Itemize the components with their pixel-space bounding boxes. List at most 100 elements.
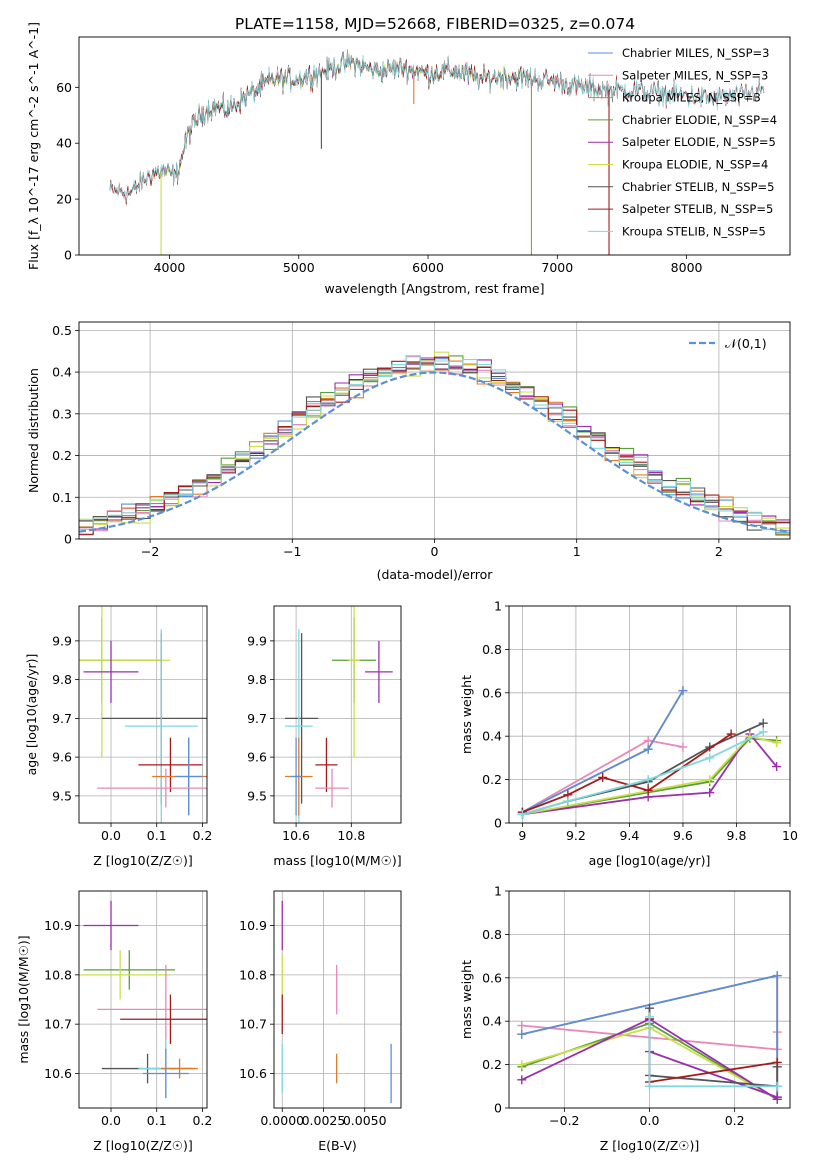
series-line [649,1050,778,1099]
x-tick-label: 4000 [154,260,186,275]
x-axis-label: Z [log10(Z/Z☉)] [93,1138,193,1153]
y-tick-label: 0 [64,532,72,547]
y-tick-label: 0.3 [52,406,72,421]
y-tick-label: 1 [494,884,502,899]
x-tick-label: 0.1 [147,1113,167,1128]
x-axis-label: (data-model)/error [377,567,494,582]
x-tick-label: −2 [141,544,159,559]
mass-weight-vs-age-panel: 9 9.2 9.4 9.6 9.8 10 0 0.2 0.4 0.6 0.8 1 age [log10(… [459,599,798,869]
x-tick-label: 10 [782,828,798,843]
y-axis-label: Normed distribution [26,368,41,493]
spectrum-line-kroupa_stelib [109,52,765,203]
y-tick-label: 10.8 [44,967,72,982]
x-tick-label: 10.8 [337,828,365,843]
x-axis-label: age [log10(age/yr)] [589,853,711,868]
axes-frame [78,890,208,1109]
histogram-step-kroupa_stelib [79,355,790,533]
x-tick-label: 10.6 [282,828,310,843]
x-axis-label: E(B-V) [318,1138,357,1153]
y-tick-label: 10.9 [239,918,267,933]
legend-label: Chabrier STELIB, N_SSP=5 [622,180,774,194]
x-axis-label: Z [log10(Z/Z☉)] [93,853,193,868]
x-tick-label: 7000 [541,260,573,275]
y-tick-label: 1 [494,599,502,614]
histogram-step-salpeter_stelib [79,356,790,535]
legend-label: Salpeter MILES, N_SSP=3 [622,68,768,82]
y-tick-label: 10.9 [44,918,72,933]
y-tick-label: 0.4 [482,1014,502,1029]
x-tick-label: 0.2 [192,828,212,843]
x-tick-label: 0.0050 [343,1113,387,1128]
y-tick-label: 0.2 [52,448,72,463]
gaussian-curve [78,371,791,533]
y-tick-label: 0.4 [482,729,502,744]
x-tick-label: −1 [283,544,301,559]
y-axis-label: age [log10(age/yr)] [24,654,39,776]
x-tick-label: 0 [431,544,439,559]
y-tick-label: 9.8 [52,672,72,687]
y-tick-label: 10.8 [239,967,267,982]
legend-label: 𝒩(0,1) [725,336,767,351]
y-tick-label: 10.7 [44,1017,72,1032]
x-tick-label: 9 [518,828,526,843]
y-axis-label: mass weight [459,960,474,1039]
x-tick-label: 0.2 [725,1113,745,1128]
axes-frame [78,36,791,256]
y-tick-label: 9.5 [247,788,267,803]
axes-frame [273,890,402,1109]
legend-label: Kroupa MILES, N_SSP=3 [622,91,761,105]
y-tick-label: 0.5 [52,323,72,338]
legend-label: Chabrier MILES, N_SSP=3 [622,46,769,60]
y-tick-label: 10.6 [44,1066,72,1081]
y-axis-label: Flux [f_λ 10^-17 erg cm^-2 s^-1 A^-1] [26,22,41,270]
y-tick-label: 9.6 [52,750,72,765]
y-tick-label: 0 [494,1101,502,1116]
x-tick-label: 0.0 [640,1113,660,1128]
y-tick-label: 0 [64,248,72,263]
y-tick-label: 0.4 [52,365,72,380]
axes-frame [78,605,208,824]
y-axis-label: mass [log10(M/M☉)] [16,935,31,1063]
legend-label: Salpeter STELIB, N_SSP=5 [622,202,773,216]
age-vs-mass-panel: 10.6 10.8 9.5 9.6 9.7 9.8 9.9 mass [log10(M/M☉)… [247,605,402,868]
y-axis-label: mass weight [459,675,474,754]
y-tick-label: 9.9 [52,633,72,648]
axes-frame [508,605,791,824]
y-tick-label: 0.8 [482,642,502,657]
y-tick-label: 40 [56,136,72,151]
age-vs-metallicity-panel: 0.0 0.1 0.2 9.5 9.6 9.7 9.8 9.9 Z [log10(Z/Z☉)] a… [24,605,212,868]
x-tick-label: 9.6 [673,828,693,843]
y-tick-label: 9.5 [52,788,72,803]
mass-vs-metallicity-panel: 0.0 0.1 0.2 10.6 10.7 10.8 10.9 Z [log10(Z/Z☉)]… [16,890,212,1153]
axes-frame [508,890,791,1109]
series-line [522,735,777,816]
x-tick-label: 9.2 [566,828,586,843]
x-tick-label: −0.2 [549,1113,579,1128]
x-axis-label: wavelength [Angstrom, rest frame] [324,281,544,296]
y-tick-label: 10.6 [239,1066,267,1081]
y-tick-label: 20 [56,192,72,207]
y-tick-label: 0.8 [482,927,502,942]
legend-label: Kroupa ELODIE, N_SSP=4 [622,158,768,172]
x-tick-label: 5000 [283,260,315,275]
legend-label: Salpeter ELODIE, N_SSP=5 [622,135,776,149]
x-tick-label: 1 [573,544,581,559]
y-tick-label: 9.7 [52,711,72,726]
x-tick-label: 0.0 [101,1113,121,1128]
x-tick-label: 6000 [412,260,444,275]
figure-title: PLATE=1158, MJD=52668, FIBERID=0325, z=0… [235,15,635,33]
x-tick-label: 9.8 [727,828,747,843]
axes-frame [273,605,402,824]
x-axis-label: mass [log10(M/M☉)] [273,853,401,868]
mass-weight-vs-metallicity-panel: −0.2 0.0 0.2 0 0.2 0.4 0.6 0.8 1 Z [log10(Z/Z☉)] m… [459,884,791,1153]
legend-label: Kroupa STELIB, N_SSP=5 [622,224,766,238]
x-tick-label: 0.0 [101,828,121,843]
x-axis-label: Z [log10(Z/Z☉)] [600,1138,700,1153]
x-tick-label: 0.0000 [260,1113,304,1128]
y-tick-label: 9.6 [247,750,267,765]
y-tick-label: 9.7 [247,711,267,726]
y-tick-label: 60 [56,80,72,95]
y-tick-label: 0 [494,816,502,831]
y-tick-label: 0.2 [482,1057,502,1072]
